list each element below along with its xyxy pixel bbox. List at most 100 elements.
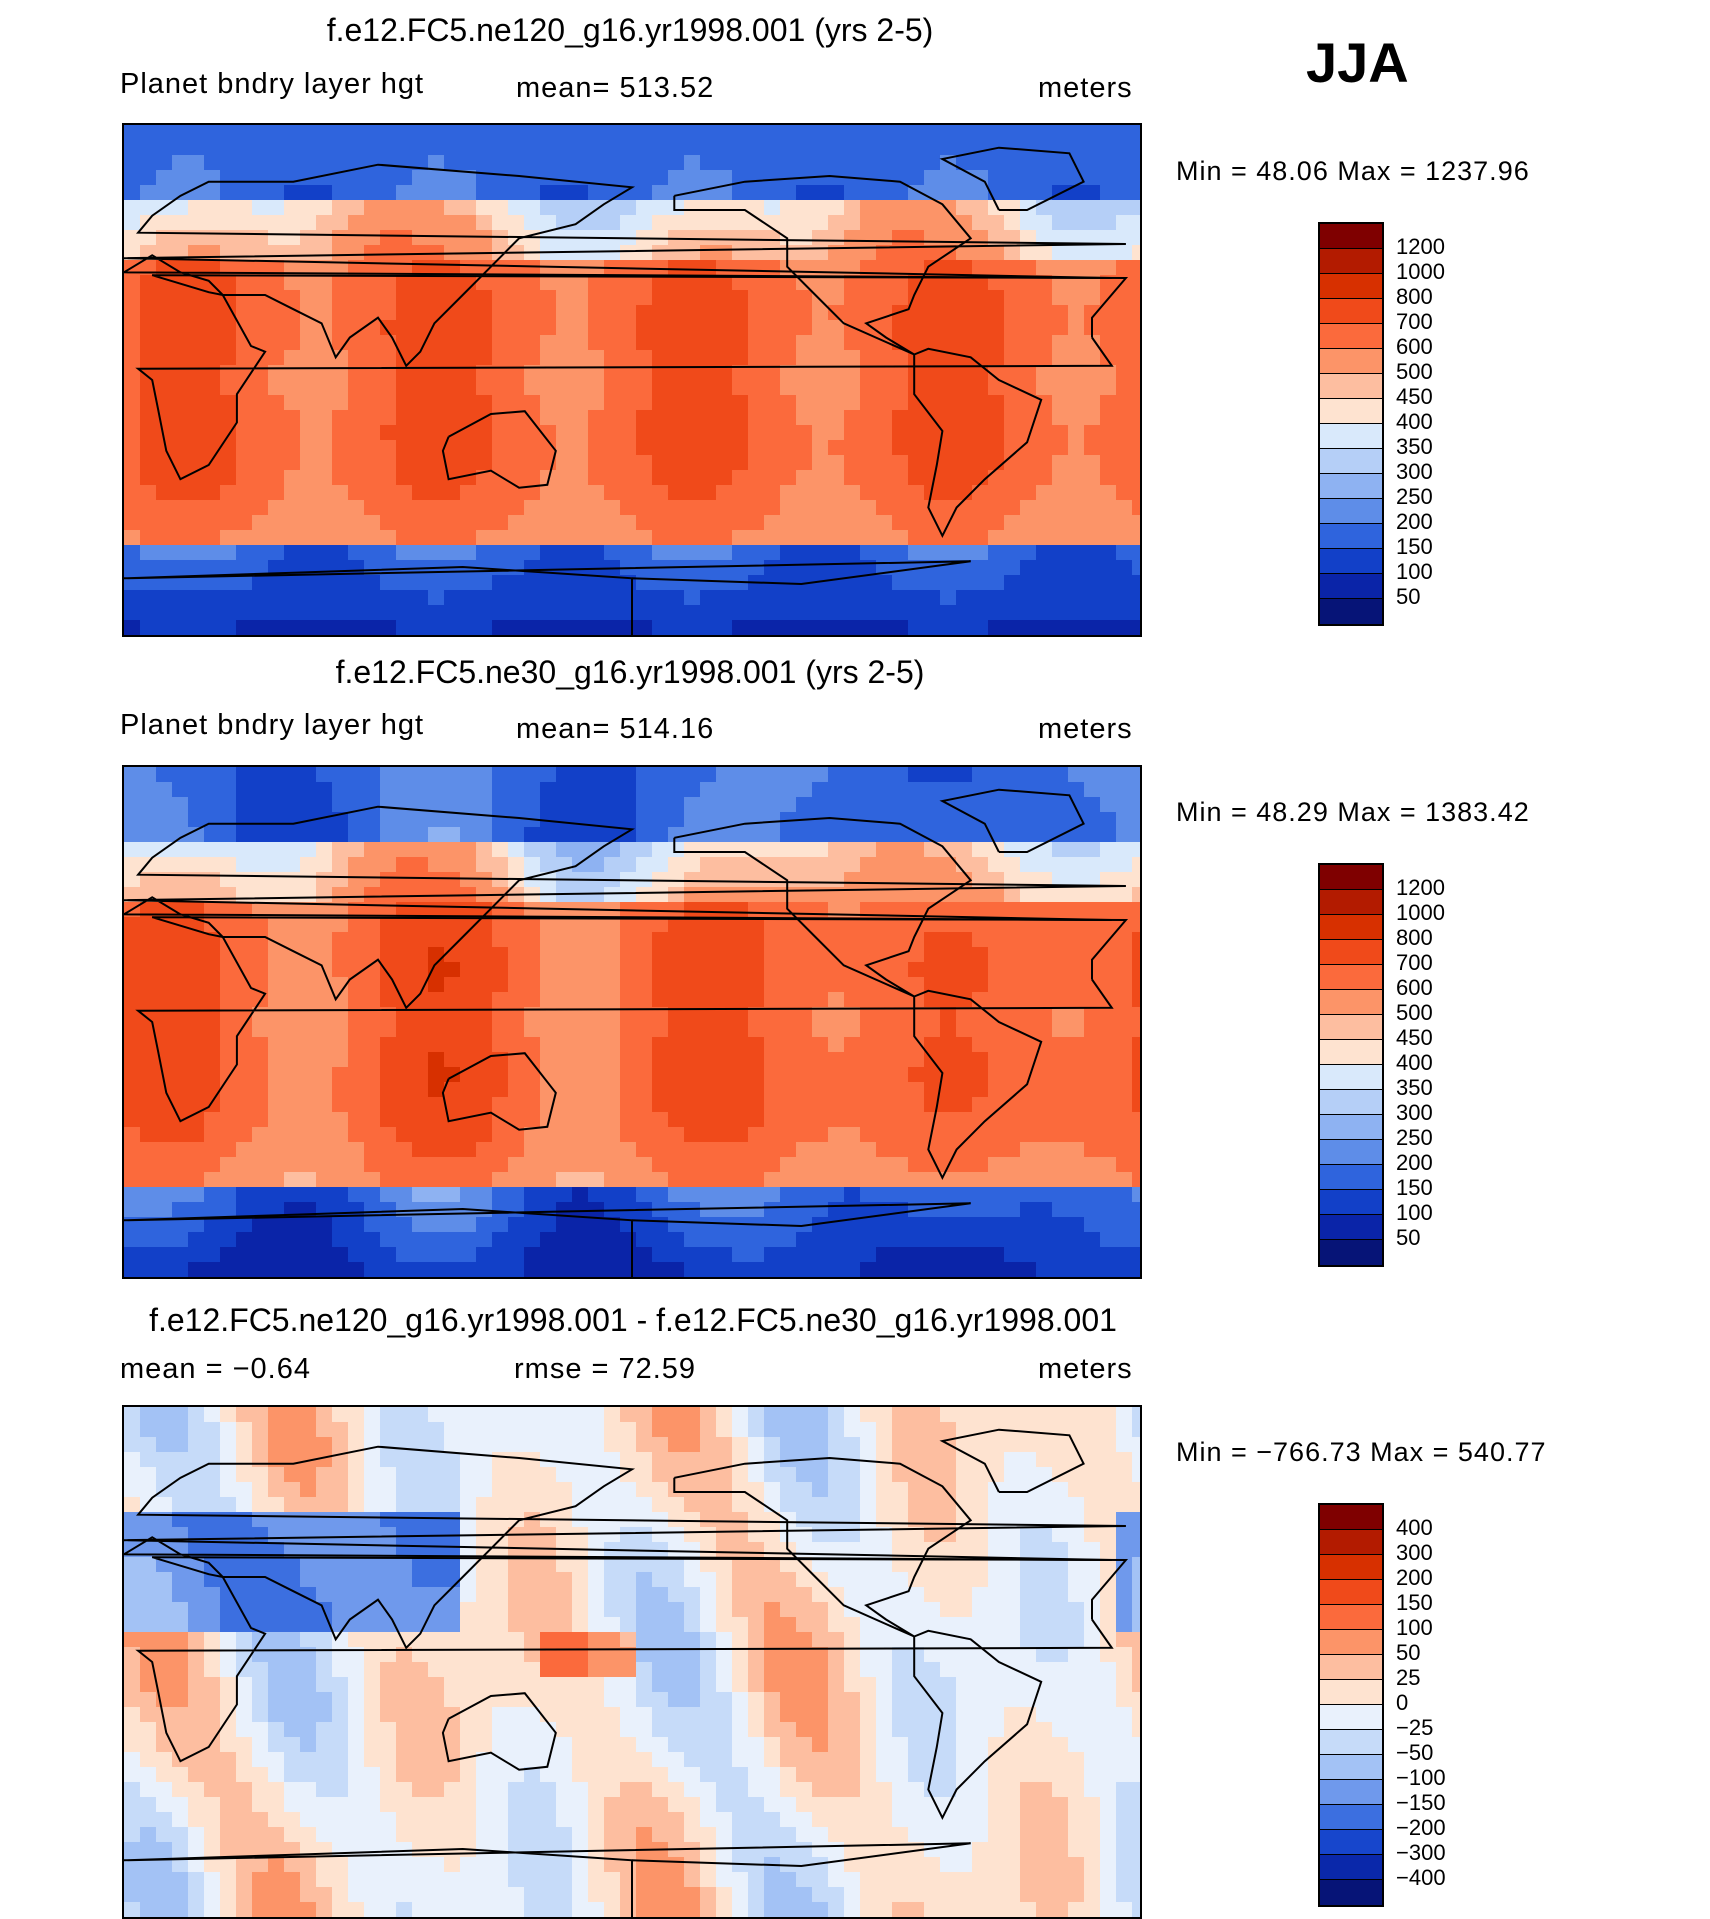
field-cell bbox=[604, 500, 621, 516]
field-cell bbox=[1068, 575, 1085, 591]
field-cell bbox=[428, 1052, 445, 1068]
field-cell bbox=[956, 1482, 973, 1498]
field-cell bbox=[684, 902, 701, 918]
field-cell bbox=[1052, 977, 1069, 993]
field-cell bbox=[972, 185, 989, 201]
field-cell bbox=[812, 155, 829, 171]
field-cell bbox=[460, 590, 477, 606]
field-cell bbox=[428, 812, 445, 828]
field-cell bbox=[540, 260, 557, 276]
field-cell bbox=[972, 155, 989, 171]
field-cell bbox=[1052, 1097, 1069, 1113]
field-cell bbox=[1116, 1422, 1133, 1438]
field-cell bbox=[988, 500, 1005, 516]
field-cell bbox=[988, 395, 1005, 411]
field-cell bbox=[732, 1202, 749, 1218]
field-cell bbox=[700, 320, 717, 336]
field-cell bbox=[732, 1112, 749, 1128]
field-cell bbox=[124, 1202, 141, 1218]
field-cell bbox=[396, 590, 413, 606]
field-cell bbox=[428, 275, 445, 291]
field-cell bbox=[1084, 1467, 1101, 1483]
field-cell bbox=[588, 515, 605, 531]
field-cell bbox=[380, 620, 397, 635]
field-cell bbox=[1004, 992, 1021, 1008]
field-cell bbox=[988, 155, 1005, 171]
field-cell bbox=[412, 485, 429, 501]
field-cell bbox=[380, 125, 397, 141]
field-cell bbox=[844, 260, 861, 276]
field-cell bbox=[220, 560, 237, 576]
field-cell bbox=[988, 1407, 1005, 1423]
field-cell bbox=[1084, 1052, 1101, 1068]
field-cell bbox=[236, 977, 253, 993]
field-cell bbox=[268, 1217, 285, 1233]
field-cell bbox=[220, 1202, 237, 1218]
field-cell bbox=[188, 560, 205, 576]
field-cell bbox=[940, 857, 957, 873]
pblh-diff-map bbox=[122, 1405, 1142, 1919]
field-cell bbox=[700, 962, 717, 978]
field-cell bbox=[284, 155, 301, 171]
field-cell bbox=[604, 425, 621, 441]
field-cell bbox=[444, 812, 461, 828]
field-cell bbox=[988, 1022, 1005, 1038]
field-cell bbox=[908, 1497, 925, 1513]
field-cell bbox=[972, 260, 989, 276]
field-cell bbox=[364, 440, 381, 456]
field-cell bbox=[252, 605, 269, 621]
field-cell bbox=[252, 215, 269, 231]
field-cell bbox=[572, 1527, 589, 1543]
field-cell bbox=[668, 530, 685, 546]
field-cell bbox=[988, 1452, 1005, 1468]
field-cell bbox=[636, 1127, 653, 1143]
field-cell bbox=[812, 872, 829, 888]
field-cell bbox=[620, 530, 637, 546]
field-cell bbox=[220, 827, 237, 843]
field-cell bbox=[220, 200, 237, 216]
field-cell bbox=[940, 485, 957, 501]
field-cell bbox=[1116, 125, 1133, 141]
field-cell bbox=[444, 947, 461, 963]
field-cell bbox=[140, 200, 157, 216]
field-cell bbox=[812, 1422, 829, 1438]
field-cell bbox=[316, 1482, 333, 1498]
field-cell bbox=[812, 140, 829, 156]
field-cell bbox=[332, 440, 349, 456]
field-cell bbox=[444, 1157, 461, 1173]
field-cell bbox=[764, 767, 781, 783]
field-cell bbox=[732, 782, 749, 798]
field-cell bbox=[780, 455, 797, 471]
field-cell bbox=[844, 1482, 861, 1498]
field-cell bbox=[956, 410, 973, 426]
field-cell bbox=[460, 1437, 477, 1453]
field-cell bbox=[476, 485, 493, 501]
field-cell bbox=[1132, 782, 1140, 798]
field-cell bbox=[1100, 170, 1117, 186]
field-cell bbox=[972, 1202, 989, 1218]
field-cell bbox=[988, 275, 1005, 291]
field-cell bbox=[684, 977, 701, 993]
field-cell bbox=[588, 1037, 605, 1053]
field-cell bbox=[924, 155, 941, 171]
panel1-colorbar-box bbox=[1320, 399, 1382, 424]
field-cell bbox=[124, 947, 141, 963]
field-cell bbox=[892, 1082, 909, 1098]
field-cell bbox=[636, 395, 653, 411]
field-cell bbox=[332, 1082, 349, 1098]
field-cell bbox=[876, 782, 893, 798]
field-cell bbox=[732, 470, 749, 486]
field-cell bbox=[956, 620, 973, 635]
field-cell bbox=[972, 947, 989, 963]
field-cell bbox=[700, 1232, 717, 1248]
field-cell bbox=[796, 1437, 813, 1453]
field-cell bbox=[812, 1452, 829, 1468]
field-cell bbox=[1100, 1037, 1117, 1053]
field-cell bbox=[1132, 1452, 1140, 1468]
field-cell bbox=[252, 1527, 269, 1543]
field-cell bbox=[348, 620, 365, 635]
field-cell bbox=[764, 962, 781, 978]
field-cell bbox=[364, 575, 381, 591]
field-cell bbox=[348, 170, 365, 186]
field-cell bbox=[764, 185, 781, 201]
